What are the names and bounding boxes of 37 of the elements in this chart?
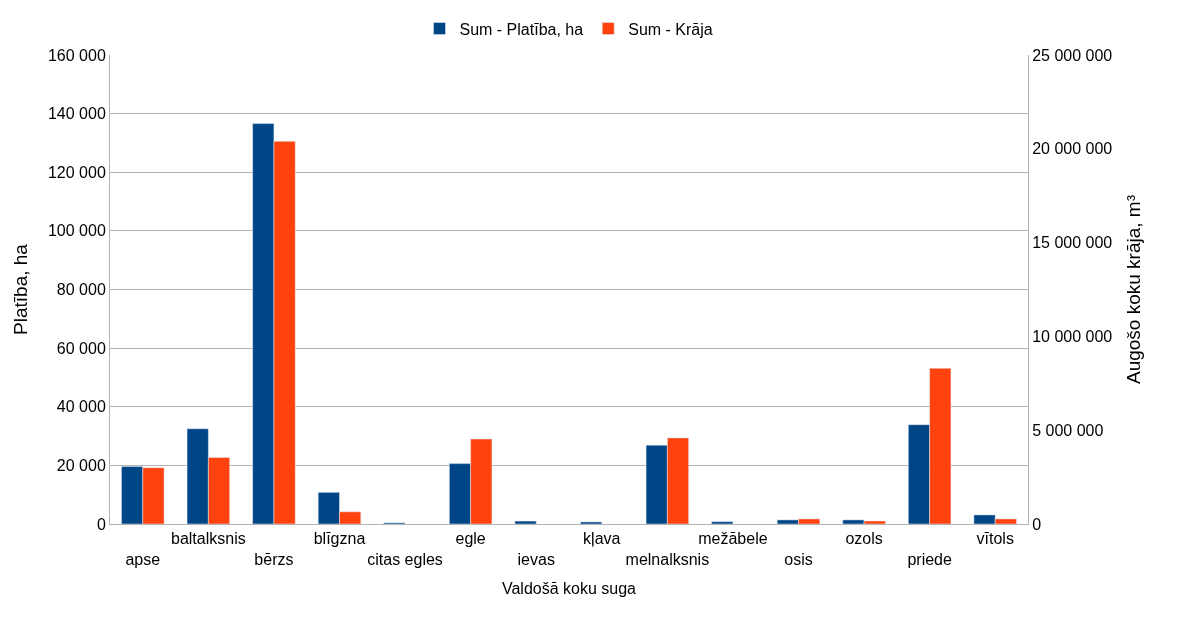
bar (580, 521, 603, 524)
bar (514, 520, 537, 524)
y-axis-title: Platība, ha (9, 243, 31, 335)
y-tick-label: 40 000 (56, 398, 106, 416)
y2-tick-label: 0 (1032, 515, 1042, 533)
x-tick-label: apse (125, 551, 161, 568)
y2-tick-label: 25 000 000 (1032, 46, 1113, 64)
x-tick-label: citas egles (367, 551, 443, 568)
x-tick-label: mežābele (698, 530, 768, 548)
y2-tick-label: 5 000 000 (1032, 421, 1104, 439)
x-tick-label: blīgzna (313, 530, 366, 548)
x-tick-label: melnalksnis (625, 551, 710, 568)
y-tick-label: 160 000 (47, 46, 106, 64)
y-tick-label: 120 000 (47, 163, 106, 181)
y2-tick-label: 10 000 000 (1032, 328, 1113, 345)
x-tick-label: ievas (517, 551, 555, 568)
x-tick-label: vītols (976, 530, 1014, 548)
x-axis-title: Valdošā koku suga (501, 579, 637, 597)
legend-label: Sum - Krāja (628, 20, 713, 38)
x-tick-label: bērzs (254, 551, 294, 568)
x-tick-label: ozols (845, 530, 883, 548)
y2-tick-label: 20 000 000 (1032, 140, 1113, 158)
y-tick-label: 140 000 (47, 105, 106, 123)
y2-axis-title: Augošo koku krāja, m³ (1123, 194, 1145, 385)
y-tick-label: 20 000 (56, 456, 106, 474)
x-tick-label: priede (907, 551, 952, 568)
y-tick-label: 80 000 (56, 281, 106, 299)
x-tick-label: baltalksnis (171, 530, 246, 548)
y-tick-label: 100 000 (47, 222, 106, 240)
x-tick-label: osis (784, 551, 813, 568)
x-tick-label: kļava (583, 530, 621, 548)
y2-tick-label: 15 000 000 (1032, 234, 1113, 252)
x-tick-label: egle (455, 530, 486, 548)
bar (711, 521, 734, 524)
legend-label: Sum - Platība, ha (459, 20, 584, 38)
y-tick-label: 0 (96, 515, 106, 533)
y-tick-label: 60 000 (56, 339, 106, 357)
